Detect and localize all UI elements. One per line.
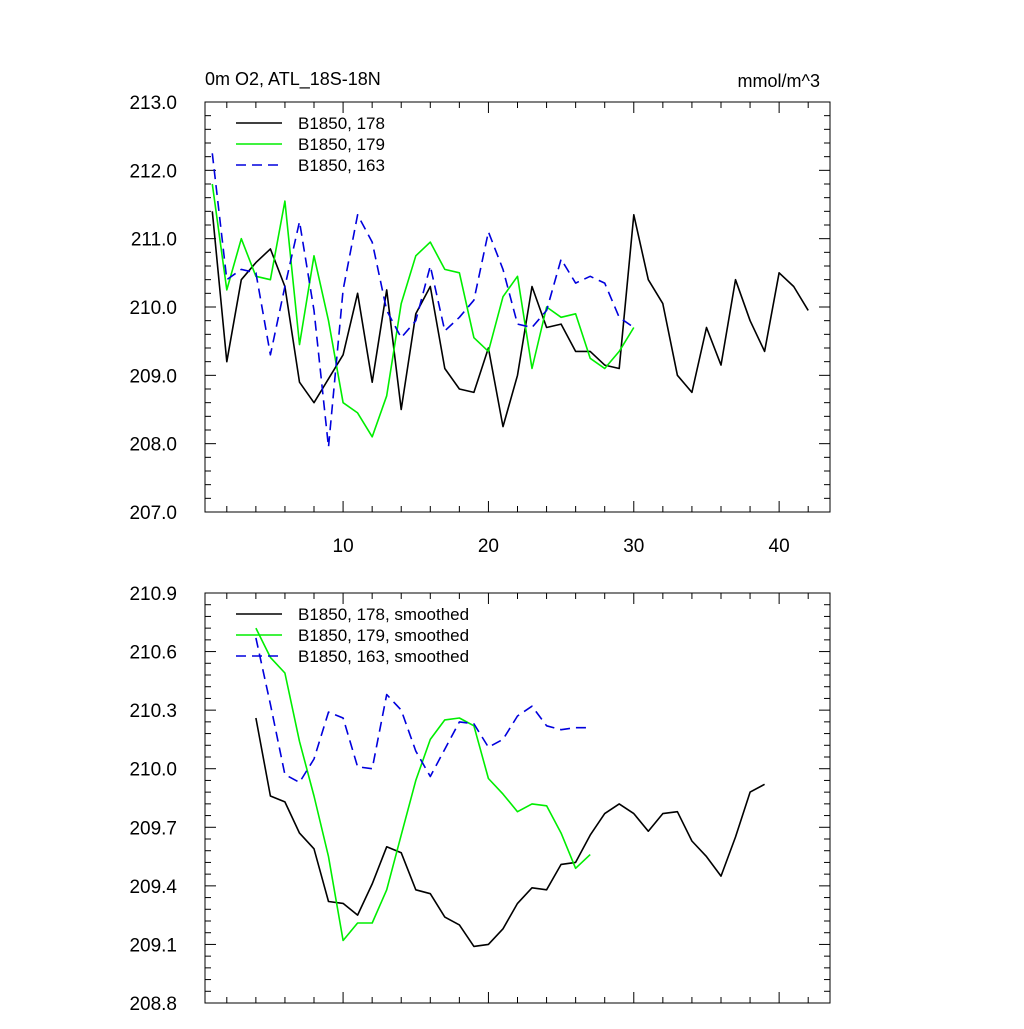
y-tick-label: 210.0 xyxy=(129,760,177,781)
top-panel: 10 20 30 40 207.0 208.0 209.0 210.0 211.0 212.0 21… xyxy=(129,93,831,557)
units-label: mmol/m^3 xyxy=(738,71,820,91)
y-tick-label: 209.7 xyxy=(129,818,177,839)
y-tick-label: 210.6 xyxy=(129,643,177,664)
y-tick-label: 212.0 xyxy=(129,161,177,182)
y-tick-label: 209.0 xyxy=(129,366,177,387)
y-tick-label: 208.8 xyxy=(129,994,177,1015)
series-line-1 xyxy=(255,717,765,948)
series-line-3 xyxy=(255,637,591,784)
y-tick-label: 209.4 xyxy=(129,877,177,898)
bottom-panel: 208.8 209.1 209.4 209.7 210.0 210.3 210.6 210.9… xyxy=(129,584,831,1015)
y-tick-label: 213.0 xyxy=(129,93,177,114)
y-tick-label: 210.9 xyxy=(129,584,177,605)
y-tick-label: 209.1 xyxy=(129,935,177,956)
chart-title: 0m O2, ATL_18S-18N xyxy=(205,69,381,90)
y-tick-label: 208.0 xyxy=(129,435,177,456)
legend-label-2: B1850, 179, smoothed xyxy=(298,626,469,645)
y-tick-label: 210.3 xyxy=(129,701,177,722)
y-tick-label: 211.0 xyxy=(131,230,177,251)
x-tick-label: 30 xyxy=(623,536,644,557)
y-tick-label: 207.0 xyxy=(129,503,177,524)
legend-label-3: B1850, 163, smoothed xyxy=(298,647,469,666)
legend-label-2: B1850, 179 xyxy=(298,135,385,154)
x-tick-label: 40 xyxy=(769,536,790,557)
x-tick-label: 20 xyxy=(478,536,499,557)
legend-label-3: B1850, 163 xyxy=(298,156,385,175)
y-tick-label: 210.0 xyxy=(129,298,177,319)
legend-label-1: B1850, 178, smoothed xyxy=(298,605,469,624)
series-line-2 xyxy=(255,627,591,942)
series-line-2 xyxy=(211,183,635,438)
series-line-1 xyxy=(211,211,809,428)
legend-label-1: B1850, 178 xyxy=(298,114,385,133)
x-tick-label: 10 xyxy=(333,536,354,557)
